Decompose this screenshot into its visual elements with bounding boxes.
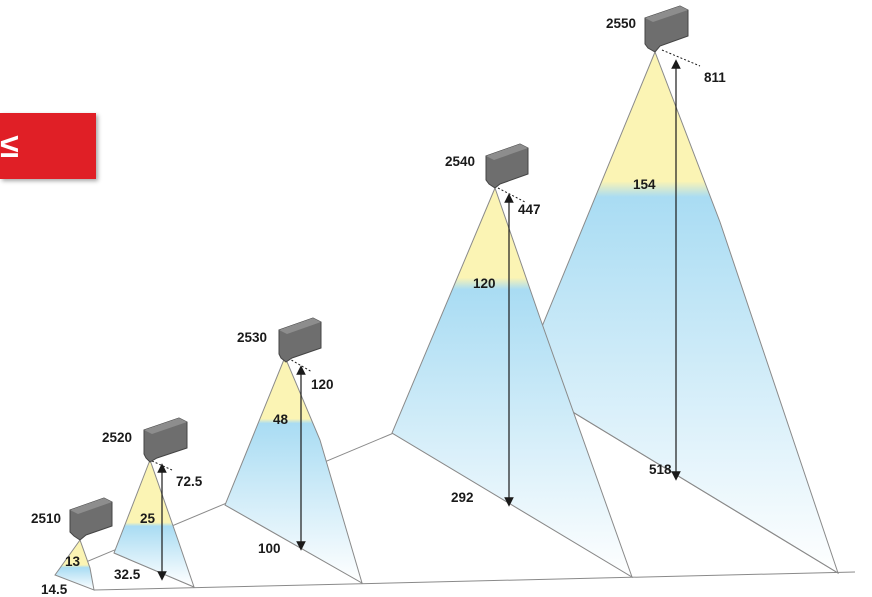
distance-label-2520: 32.5 [114, 567, 141, 582]
cone-2510 [54, 538, 95, 591]
model-label-2510: 2510 [31, 511, 61, 526]
cone-2520 [113, 458, 195, 588]
model-label-2550: 2550 [606, 16, 636, 31]
model-label-2520: 2520 [102, 430, 132, 445]
device-2530 [278, 317, 322, 363]
device-2520 [143, 417, 188, 463]
height-label-2550: 811 [704, 70, 726, 85]
band-label-2520: 25 [140, 511, 156, 526]
height-label-2530: 120 [311, 377, 334, 392]
distance-label-2510: 14.5 [41, 582, 68, 597]
band-label-2550: 154 [633, 177, 656, 192]
cone-2530 [224, 355, 363, 585]
distance-label-2530: 100 [258, 541, 281, 556]
height-label-2520: 72.5 [176, 474, 203, 489]
height-label-2540: 447 [518, 202, 541, 217]
model-label-2530: 2530 [237, 330, 267, 345]
height-arrows [157, 59, 681, 581]
red-badge: ≤ [0, 113, 96, 179]
offset-ticks [151, 49, 701, 471]
model-label-2540: 2540 [445, 154, 475, 169]
device-2510 [69, 497, 113, 541]
distance-label-2550: 518 [649, 462, 672, 477]
band-label-2540: 120 [473, 276, 496, 291]
badge-text: ≤ [0, 127, 19, 165]
band-label-2510: 13 [65, 554, 81, 569]
device-2540 [485, 143, 529, 189]
band-label-2530: 48 [273, 412, 289, 427]
device-2550 [644, 5, 689, 53]
distance-label-2540: 292 [451, 490, 474, 505]
